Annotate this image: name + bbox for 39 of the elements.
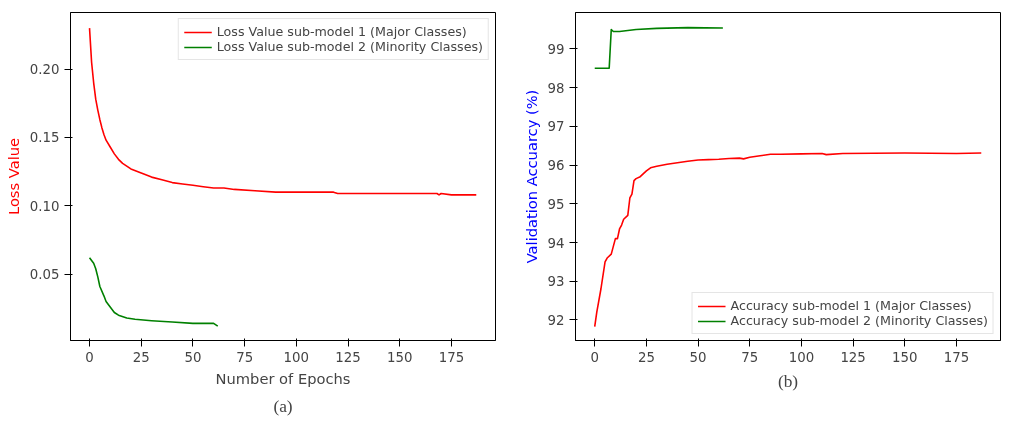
x-tick-label: 175 [438,349,465,365]
x-axis-title: Number of Epochs [215,369,351,387]
x-tick-label: 25 [132,349,150,365]
x-tick-label: 175 [943,349,970,365]
y-tick-label: 95 [547,196,565,212]
y-tick-label: 0.15 [29,130,60,146]
x-tick-label: 150 [387,349,413,365]
x-tick-label: 25 [637,349,655,365]
x-tick-label: 75 [741,349,759,365]
legend-label: Loss Value sub-model 1 (Major Classes) [216,24,467,39]
legend-label: Accuracy sub-model 2 (Minority Classes) [730,313,988,328]
x-tick-label: 50 [184,349,202,365]
x-tick-label: 150 [892,349,918,365]
x-tick-label: 100 [788,349,815,365]
y-tick-label: 99 [547,41,565,57]
y-tick-label: 97 [547,119,565,135]
x-tick-label: 75 [236,349,254,365]
y-tick-label: 93 [547,274,565,290]
y-tick-label: 96 [547,158,565,174]
line-series [88,256,219,327]
x-tick-label: 0 [85,349,94,365]
x-tick-label: 100 [283,349,310,365]
legend-label: Accuracy sub-model 1 (Major Classes) [730,298,972,313]
y-tick-label: 98 [547,80,565,96]
y-axis-title: Validation Accuarcy (%) [522,89,540,264]
legend-label: Loss Value sub-model 2 (Minority Classes) [216,39,483,54]
y-tick-label: 0.05 [29,267,60,283]
x-tick-label: 50 [689,349,707,365]
x-tick-label: 0 [590,349,599,365]
line-series [593,26,724,70]
y-tick-label: 92 [547,312,565,328]
x-tick-label: 125 [335,349,361,365]
text: (a) [273,396,293,416]
text: (b) [777,371,799,391]
y-tick-label: 94 [547,235,565,251]
y-tick-label: 0.10 [29,198,60,214]
x-tick-label: 125 [840,349,866,365]
y-axis-title: Loss Value [4,137,22,216]
y-tick-label: 0.20 [29,62,60,78]
